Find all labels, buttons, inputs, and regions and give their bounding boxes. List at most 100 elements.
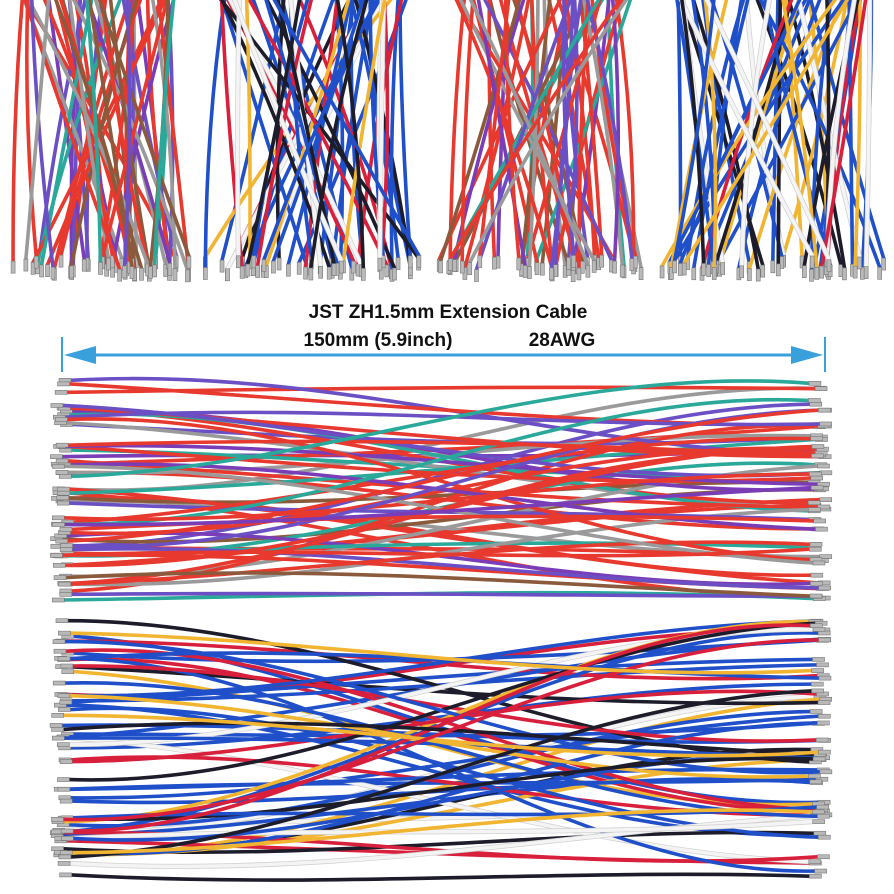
wire [69, 591, 813, 599]
terminal [819, 265, 825, 279]
terminal [377, 257, 383, 271]
terminal [139, 267, 144, 281]
terminal [55, 417, 68, 422]
wire [679, 0, 814, 258]
terminal [52, 515, 65, 521]
terminal [55, 618, 69, 624]
terminal [384, 264, 390, 278]
terminal [54, 390, 68, 395]
terminal [61, 836, 74, 841]
terminal [56, 500, 70, 506]
terminal [619, 264, 625, 278]
terminal [219, 259, 225, 273]
terminal [810, 485, 824, 491]
terminal [58, 581, 71, 587]
wire [25, 0, 39, 259]
terminal [809, 623, 823, 629]
terminal [52, 639, 66, 644]
terminal [669, 267, 674, 280]
wire [71, 751, 817, 842]
wire [61, 638, 821, 822]
terminal [810, 581, 823, 586]
wire [68, 631, 814, 675]
wire [272, 0, 421, 258]
terminal [152, 264, 157, 278]
terminal [808, 398, 821, 403]
wire [530, 0, 554, 267]
wire [98, 0, 137, 258]
terminal [318, 265, 324, 279]
terminal [809, 401, 823, 407]
wire [152, 0, 176, 267]
terminal [808, 507, 821, 512]
terminal [818, 637, 831, 643]
length-label: 150mm (5.9inch) [304, 330, 453, 351]
terminal [775, 263, 781, 277]
wire [66, 439, 814, 458]
terminal [59, 872, 72, 878]
terminal [591, 260, 597, 273]
terminal [416, 255, 422, 268]
wire [45, 0, 167, 267]
terminal [812, 657, 825, 662]
terminal [811, 444, 825, 449]
wire [309, 0, 369, 270]
terminal [808, 859, 822, 865]
terminal [881, 257, 886, 271]
terminal [817, 481, 830, 487]
terminal [691, 267, 697, 281]
terminal [245, 263, 251, 277]
terminal [816, 804, 829, 810]
terminal [56, 495, 70, 501]
terminal [566, 257, 572, 270]
terminal [818, 675, 832, 681]
wire [61, 713, 821, 758]
terminal [56, 742, 70, 747]
wire [122, 0, 132, 268]
terminal [516, 257, 522, 271]
terminal [814, 386, 828, 391]
wire [70, 657, 815, 704]
terminal [681, 262, 687, 276]
terminal [33, 255, 39, 269]
terminal [677, 263, 683, 276]
terminal [51, 727, 64, 732]
wire [66, 480, 810, 505]
terminal [809, 268, 814, 282]
wire [685, 0, 746, 260]
terminal [167, 263, 173, 276]
terminal [57, 786, 71, 792]
terminal [826, 259, 832, 273]
terminal [809, 873, 822, 879]
terminal [59, 527, 73, 532]
wire [63, 681, 820, 818]
terminal [55, 470, 69, 475]
terminal [815, 526, 828, 532]
wire [69, 689, 814, 859]
terminal [239, 266, 245, 279]
terminal [477, 255, 483, 268]
terminal [474, 269, 479, 282]
wire [378, 0, 386, 260]
terminal [60, 663, 74, 669]
terminal [361, 268, 366, 281]
wire [460, 0, 475, 263]
terminal [39, 264, 44, 278]
terminal [812, 560, 826, 566]
wire [672, 0, 716, 263]
wire [468, 0, 590, 268]
terminal [129, 266, 135, 279]
wire [819, 0, 868, 268]
terminal [857, 256, 862, 270]
wire [534, 0, 633, 261]
terminal [747, 268, 752, 281]
terminal [809, 542, 823, 547]
wire [24, 0, 51, 261]
terminal [57, 486, 70, 492]
wire [100, 0, 169, 259]
terminal [57, 861, 71, 866]
terminal [58, 707, 71, 712]
terminal [817, 463, 830, 469]
terminal [53, 648, 67, 654]
terminal [50, 553, 63, 558]
